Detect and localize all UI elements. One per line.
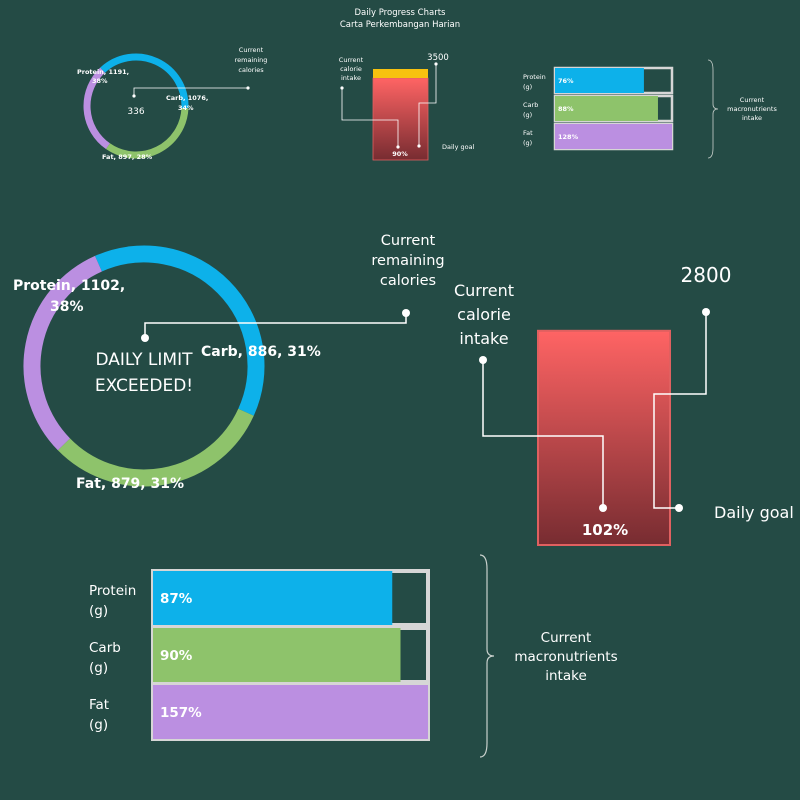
calorie-callout-dot — [479, 356, 487, 364]
calorie-intake-text: calorie — [340, 65, 362, 73]
macro-category-unit: (g) — [523, 139, 532, 147]
donut-label-fat: Fat, 879, 31% — [76, 476, 184, 492]
donut-slice-carb — [105, 107, 189, 159]
macro-category-label: Protein — [523, 73, 546, 81]
donut-callout-line — [133, 87, 248, 96]
page-title: Daily Progress Charts — [355, 8, 447, 18]
donut-center-label: DAILY LIMIT — [96, 350, 194, 370]
calorie-goal-label: 3500 — [427, 53, 449, 63]
macro-brace-label: macronutrients — [514, 649, 617, 665]
donut-slice-protein — [94, 245, 265, 416]
calorie-callout-dot — [434, 62, 438, 66]
calorie-goal-line — [653, 312, 707, 509]
donut-label-protein-pct: 38% — [92, 77, 108, 85]
macro-brace-label: Current — [541, 630, 592, 646]
macro-brace-label: intake — [742, 114, 762, 122]
donut-center-label: 336 — [127, 107, 144, 117]
calorie-excess-band — [373, 69, 428, 78]
donut-center-label: EXCEEDED! — [95, 376, 193, 396]
donut-callout-text: calories — [380, 273, 436, 289]
donut-slice-protein — [100, 53, 189, 109]
donut-callout-dot — [402, 309, 410, 317]
macro-bar — [153, 571, 393, 625]
donut-label-protein: Protein, 1191, — [77, 68, 129, 76]
macro-value-label: 128% — [558, 133, 579, 141]
donut-callout-dot — [132, 94, 136, 98]
macro-brace-label: Current — [740, 96, 765, 104]
calorie-callout-dot — [340, 86, 344, 90]
macro-bar — [555, 96, 658, 121]
macro-category-label: Protein — [89, 583, 136, 599]
macro-category-label: Carb — [89, 640, 121, 656]
donut-label-protein: Protein, 1102, — [13, 278, 125, 294]
macro-bar — [153, 628, 401, 682]
donut-callout-text: remaining — [235, 56, 268, 64]
macro-category-label: Fat — [89, 697, 109, 713]
calorie-callout-dot — [417, 144, 421, 148]
donut-slice-fat — [83, 67, 111, 150]
calorie-intake-text: calorie — [457, 305, 511, 324]
calorie-callout-dot — [396, 145, 400, 149]
calorie-intake-line — [482, 360, 604, 508]
calorie-intake-text: intake — [459, 329, 508, 348]
macro-bar — [555, 68, 644, 93]
daily-goal-text: Daily goal — [442, 143, 475, 151]
macro-category-unit: (g) — [89, 603, 108, 619]
charts-group: Protein, 1191,38%Carb, 1076,34%Fat, 897,… — [13, 46, 794, 758]
donut-label-fat: Fat, 897, 28% — [102, 153, 153, 161]
macro-category-unit: (g) — [89, 717, 108, 733]
daily-goal-text: Daily goal — [714, 503, 794, 522]
calorie-goal-label: 2800 — [681, 263, 732, 287]
page-subtitle: Carta Perkembangan Harian — [340, 20, 460, 30]
donut-callout-text: Current — [381, 233, 436, 249]
donut-callout-text: Current — [239, 46, 264, 54]
macro-brace — [707, 59, 719, 159]
calorie-bar — [537, 329, 671, 546]
macro-value-label: 90% — [160, 648, 193, 664]
donut-callout-dot — [141, 334, 149, 342]
macro-category-unit: (g) — [89, 660, 108, 676]
macro-category-unit: (g) — [523, 111, 532, 119]
calorie-callout-dot — [599, 504, 607, 512]
donut-callout-text: remaining — [371, 253, 444, 269]
donut-slice-carb — [57, 408, 254, 487]
donut-label-protein-pct: 38% — [50, 299, 84, 315]
macro-brace — [479, 554, 495, 758]
donut-callout-dot — [246, 86, 250, 90]
donut-callout-line — [144, 313, 407, 338]
donut-slice-fat — [23, 255, 103, 451]
macro-value-label: 76% — [558, 77, 574, 85]
calorie-callout-dot — [675, 504, 683, 512]
calorie-intake-text: Current — [454, 281, 514, 300]
calorie-callout-dot — [702, 308, 710, 316]
calorie-bar — [372, 77, 429, 161]
macro-brace-label: macronutrients — [727, 105, 777, 113]
calorie-intake-line — [341, 88, 399, 147]
macro-category-unit: (g) — [523, 83, 532, 91]
macro-value-label: 88% — [558, 105, 574, 113]
macro-bar — [153, 685, 428, 739]
donut-label-carb-pct: 34% — [178, 104, 194, 112]
donut-callout-text: calories — [238, 66, 264, 74]
donut-label-carb: Carb, 1076, — [166, 94, 208, 102]
macro-bar — [555, 124, 672, 149]
donut-label-carb: Carb, 886, 31% — [201, 344, 321, 360]
macro-category-label: Fat — [523, 129, 533, 137]
macro-category-label: Carb — [523, 101, 538, 109]
calorie-goal-line — [418, 64, 437, 146]
macro-value-label: 87% — [160, 591, 193, 607]
calorie-intake-text: intake — [341, 74, 361, 82]
calorie-percent-label: 90% — [392, 150, 408, 158]
macro-value-label: 157% — [160, 705, 202, 721]
macro-brace-label: intake — [545, 668, 587, 684]
calorie-intake-text: Current — [339, 56, 364, 64]
calorie-percent-label: 102% — [582, 521, 628, 539]
